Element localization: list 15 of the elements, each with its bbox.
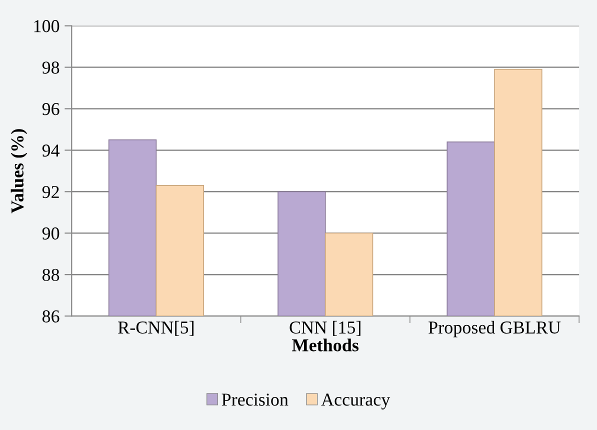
y-tick-label: 92 (42, 186, 59, 198)
y-tick-label: 98 (42, 62, 60, 74)
x-tick-label: R-CNN[5] (118, 320, 194, 336)
y-axis-title: Values (%) (10, 129, 28, 214)
y-tick-label: 96 (42, 103, 60, 116)
y-tick-label: 90 (42, 227, 60, 240)
y-tick-label: 94 (42, 144, 60, 157)
x-axis-title: Methods (292, 338, 359, 352)
y-tick-label: 86 (42, 310, 60, 322)
x-tick-label: Proposed GBLRU (428, 320, 561, 338)
x-tick-label: CNN [15] (290, 320, 360, 336)
legend-label: Precision (222, 394, 288, 406)
y-tick-label: 100 (34, 20, 60, 32)
y-tick-label: 88 (42, 268, 60, 282)
legend-label: Accuracy (321, 394, 390, 410)
